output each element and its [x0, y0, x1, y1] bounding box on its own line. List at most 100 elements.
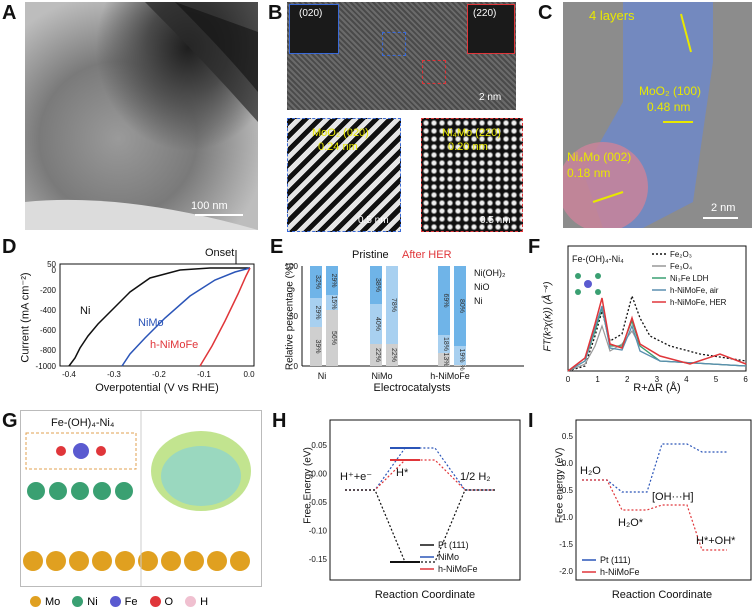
y-tick-label: -800 — [40, 346, 57, 355]
fft-inset-right — [467, 4, 515, 54]
chart-i-frame — [575, 419, 752, 581]
legend-label: H — [200, 595, 209, 608]
y-tick-label: -0.15 — [309, 555, 328, 564]
inset-ni-atom — [595, 273, 601, 279]
legend-label: Ni — [474, 296, 483, 306]
path-pt111 — [345, 489, 495, 563]
layers-label: 4 layers — [589, 8, 635, 23]
bar-segment — [370, 344, 382, 366]
legend-swatch — [72, 596, 84, 607]
legend-label: h-NiMoFe — [600, 567, 640, 577]
chart-d-frame — [59, 263, 255, 367]
chart-e-bars: 39% 29% 32% 56% 15% 29% 22% 40% 38% 22% 78% 13%18% 6… — [310, 266, 466, 371]
y-tick-label: 50 — [47, 260, 56, 269]
legend-swatch — [149, 596, 161, 607]
o-atom — [56, 446, 66, 456]
scalebar-c-label: 2 nm — [711, 202, 736, 214]
tem-image-a: 100 nm — [25, 2, 258, 230]
panel-label-i: I — [528, 410, 534, 432]
bar-segment — [326, 295, 338, 310]
y-tick-label: -0.10 — [309, 527, 328, 536]
onset-label: Onset — [205, 247, 234, 259]
legend-item: H — [185, 596, 208, 608]
bar-segment — [326, 266, 338, 295]
inset-ni-atom — [595, 289, 601, 295]
chart-h-legend: Pt (111) NiMo h-NiMoFe — [420, 540, 478, 574]
bar-label: 22% — [390, 348, 397, 362]
chart-e-yticks: 0 50 100 — [285, 262, 299, 371]
panel-g-label: Fe-(OH)₄-Ni₄ — [51, 417, 115, 429]
bar-label: 22% — [374, 348, 381, 362]
x-tick-label: 4 — [684, 375, 689, 384]
dft-structure-svg — [23, 411, 251, 586]
panel-label-b: B — [268, 2, 283, 24]
legend-label: h-NiMoFe, air — [670, 286, 719, 295]
x-tick-label: 3 — [655, 375, 660, 384]
ni-layer — [27, 482, 133, 500]
roi-red — [422, 60, 446, 84]
y-tick-label: 0 — [52, 266, 57, 275]
bar-segment — [454, 365, 466, 366]
bar-label: 78% — [390, 298, 397, 312]
chart-h-frame — [329, 419, 521, 581]
panel-h-xlabel: Reaction Coordinate — [375, 589, 475, 601]
chart-f-xticks: 0 1 2 3 4 5 6 — [566, 375, 749, 384]
bar-segment — [370, 304, 382, 344]
moo2-d-label: 0.48 nm — [647, 100, 691, 114]
y-tick-label: 0 — [294, 362, 299, 371]
chart-d: Onset Ni NiMo h-NiMoFe 500 -200 -400 -600 -8… — [36, 247, 256, 394]
y-tick-label: -1.5 — [559, 540, 573, 549]
bar-segment — [326, 310, 338, 366]
inset-ni-atom — [575, 289, 581, 295]
x-tick-label: -0.1 — [197, 370, 211, 379]
bar-label: 19% — [458, 348, 465, 362]
y-tick-label: -0.5 — [559, 486, 573, 495]
h-state2: H* — [396, 467, 409, 479]
legend-label: NiMo — [438, 552, 459, 562]
chart-h-yticks: 0.05 0.00 -0.05 -0.10 -0.15 — [309, 441, 328, 564]
o-atom — [96, 446, 106, 456]
curve-hnimofe — [199, 267, 251, 367]
legend-label: h-NiMoFe — [438, 564, 478, 574]
y-tick-label: -2.0 — [559, 567, 573, 576]
chart-h: H⁺+e⁻ H* 1/2 H₂ 0.050.00-0.05-0.10-0.15 … — [309, 419, 521, 601]
y-tick-label: 50 — [289, 312, 298, 321]
curve-ni — [68, 267, 250, 367]
inset-right-scale: 0.5 nm — [480, 215, 511, 226]
ni-atom — [93, 482, 111, 500]
bar-segment — [438, 266, 450, 335]
y-tick-label: -0.05 — [309, 498, 328, 507]
y-tick-label: -1.0 — [559, 513, 573, 522]
hrtem-c-overlay — [563, 2, 738, 228]
panel-g-legend: Mo Ni Fe O H — [30, 594, 220, 610]
x-tick-label: 6 — [743, 375, 748, 384]
fft-left-label: (020) — [299, 8, 323, 19]
hrtem-inset-left: MoO₂ (020) 0.24 nm 0.5 nm — [287, 118, 401, 232]
dft-structure-g: Fe-(OH)₄-Ni₄ — [20, 410, 262, 587]
group-label: h-NiMoFe — [430, 371, 470, 381]
legend-swatch — [185, 596, 197, 607]
mo-atom — [115, 551, 135, 571]
path-nimo — [345, 447, 495, 491]
bar-label: 40% — [374, 317, 381, 331]
ni-atom — [49, 482, 67, 500]
legend-label: Fe — [124, 595, 138, 608]
ni-atom — [71, 482, 89, 500]
curve-nimo — [121, 267, 251, 367]
i-s2: H₂O* — [618, 517, 644, 529]
mo-atom — [230, 551, 250, 571]
bar-segment — [454, 346, 466, 365]
legend-label: Pt (111) — [600, 555, 631, 565]
y-tick-label: 100 — [285, 262, 299, 271]
x-tick-label: 1 — [595, 375, 600, 384]
mo-atom — [92, 551, 112, 571]
panel-label-d: D — [2, 236, 17, 258]
panel-label-c: C — [538, 2, 553, 24]
panel-i-xlabel: Reaction Coordinate — [612, 589, 712, 601]
panel-label-e: E — [270, 236, 284, 258]
y-tick-label: 0.5 — [562, 432, 574, 441]
chart-e-legend: Ni(OH)₂ NiO Ni — [474, 268, 506, 306]
hrtem-inset-right: Ni₄Mo (220) 0.20 nm 0.5 nm — [421, 118, 523, 232]
tem-texture — [25, 2, 258, 230]
mo-atom — [161, 551, 181, 571]
